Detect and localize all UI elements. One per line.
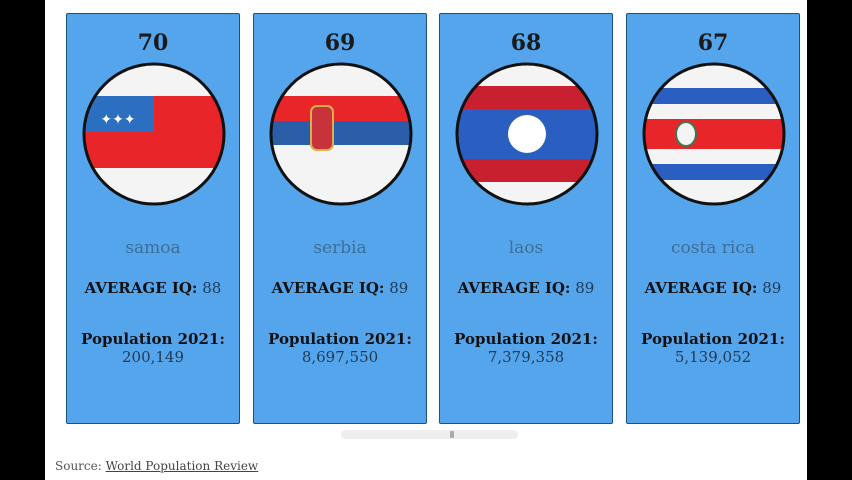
population-value: 5,139,052	[674, 348, 752, 366]
country-card-laos: 68 laos AVERAGE IQ: 89 Population 2021: …	[439, 13, 613, 424]
laos-flag-icon	[455, 62, 599, 206]
average-iq: AVERAGE IQ: 89	[457, 279, 595, 297]
page: 70 ✦✦✦ samoa AVERAGE IQ: 88 Population 2…	[45, 0, 807, 480]
country-card-samoa: 70 ✦✦✦ samoa AVERAGE IQ: 88 Population 2…	[66, 13, 240, 424]
population-label: Population 2021:	[268, 330, 412, 348]
serbia-flag-icon	[269, 62, 413, 206]
costa-rica-flag-icon	[642, 62, 786, 206]
rank: 67	[697, 30, 729, 56]
rank: 68	[510, 30, 542, 56]
country-name: serbia	[313, 238, 367, 258]
country-card-costa-rica: 67 costa rica AVERAGE IQ: 89 Population …	[626, 13, 800, 424]
population-label: Population 2021:	[641, 330, 785, 348]
source-note: Source: World Population Review	[55, 459, 259, 473]
average-iq: AVERAGE IQ: 89	[271, 279, 409, 297]
svg-text:✦✦✦: ✦✦✦	[100, 112, 135, 128]
rank: 69	[324, 30, 356, 56]
samoa-flag-icon: ✦✦✦	[82, 62, 226, 206]
average-iq: AVERAGE IQ: 88	[84, 279, 222, 297]
scrollbar-thumb[interactable]	[450, 431, 454, 438]
country-name: costa rica	[670, 238, 756, 258]
population-label: Population 2021:	[454, 330, 598, 348]
population-label: Population 2021:	[81, 330, 225, 348]
average-iq: AVERAGE IQ: 89	[644, 279, 782, 297]
population-value: 200,149	[121, 348, 185, 366]
population-value: 8,697,550	[301, 348, 379, 366]
horizontal-scrollbar[interactable]	[341, 430, 518, 439]
country-name: samoa	[125, 238, 181, 258]
population-value: 7,379,358	[487, 348, 565, 366]
country-card-serbia: 69 serbia AVERAGE IQ: 89 Population 2021…	[253, 13, 427, 424]
rank: 70	[137, 30, 169, 56]
country-name: laos	[508, 238, 544, 258]
source-link[interactable]: World Population Review	[105, 459, 259, 473]
